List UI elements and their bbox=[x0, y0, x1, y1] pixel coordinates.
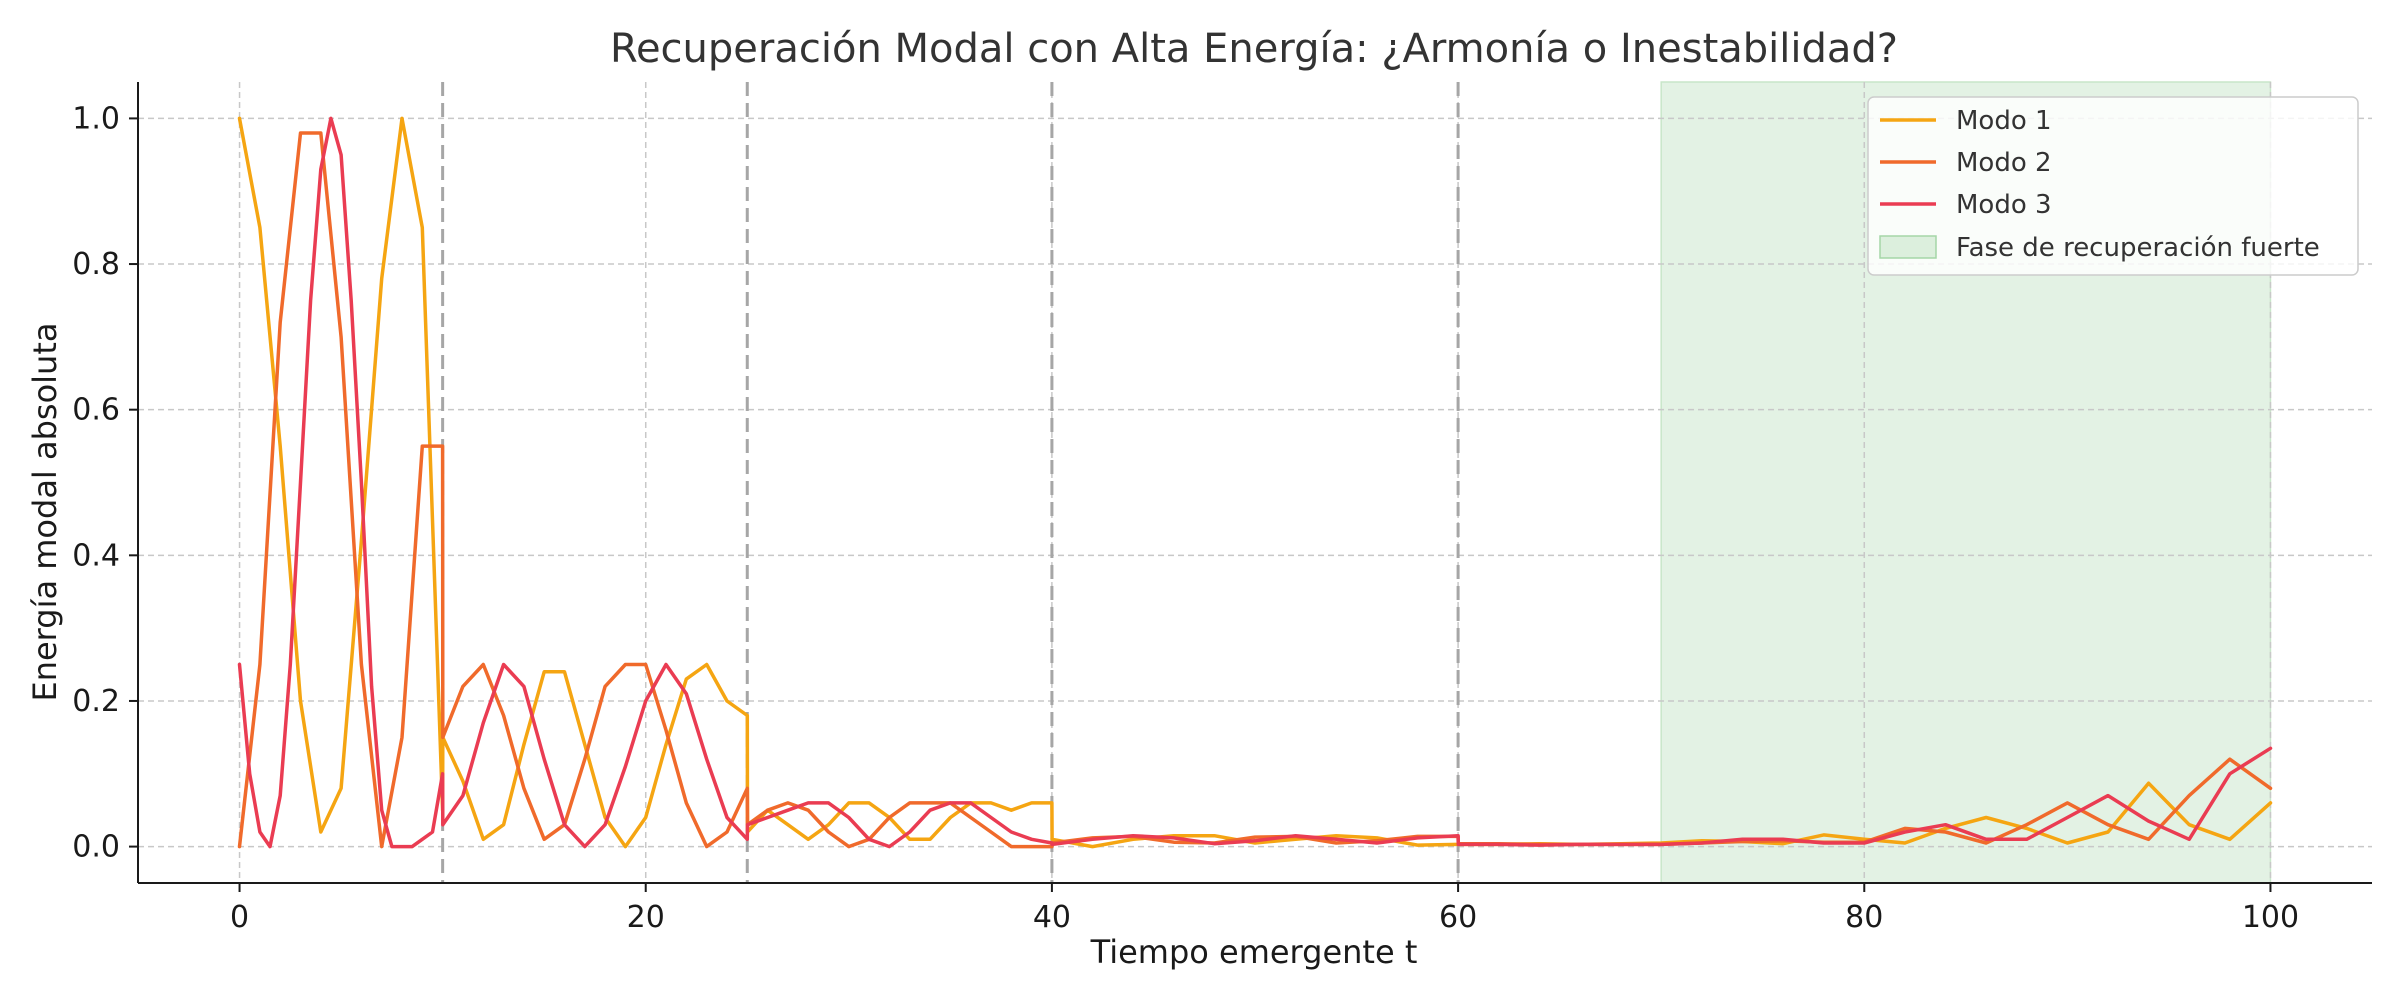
legend-box bbox=[1867, 96, 2359, 276]
x-tick-label: 40 bbox=[1033, 900, 1071, 935]
axes-layer bbox=[137, 82, 2372, 884]
series-line-3 bbox=[237, 116, 2273, 849]
y-tick-label: 0.8 bbox=[72, 247, 120, 282]
legend-label-2: Modo 2 bbox=[1956, 148, 2052, 178]
legend-label-3: Modo 3 bbox=[1956, 190, 2052, 220]
x-axis-label: Tiempo emergente t bbox=[1090, 933, 1418, 971]
x-tick-label: 100 bbox=[2242, 900, 2299, 935]
legend-swatch-band bbox=[1879, 235, 1937, 259]
x-tick-label: 80 bbox=[1845, 900, 1883, 935]
y-tick-label: 1.0 bbox=[72, 101, 120, 136]
y-tick-label: 0.4 bbox=[72, 538, 120, 573]
legend-label-band: Fase de recuperación fuerte bbox=[1956, 233, 2320, 263]
x-tick-label: 60 bbox=[1439, 900, 1477, 935]
y-axis-label: Energía modal absoluta bbox=[26, 323, 64, 702]
y-tick-label: 0.0 bbox=[72, 830, 120, 865]
legend-label-1: Modo 1 bbox=[1956, 106, 2052, 136]
y-tick-label: 0.2 bbox=[72, 684, 120, 719]
x-tick-label: 0 bbox=[230, 900, 249, 935]
series-line-1 bbox=[237, 116, 2273, 849]
tick-layer: 0 20 40 60 80 100 0.0 0.2 0.4 0.6 0.8 1.0 bbox=[72, 101, 2299, 935]
chart-title: Recuperación Modal con Alta Energía: ¿Ar… bbox=[610, 26, 1898, 72]
phase-layer bbox=[441, 82, 1460, 883]
legend: Modo 1 Modo 2 Modo 3 Fase de recuperación f… bbox=[1867, 96, 2359, 276]
series-layer bbox=[237, 116, 2273, 849]
y-tick-label: 0.6 bbox=[72, 393, 120, 428]
grid-layer bbox=[138, 82, 2372, 883]
x-tick-label: 20 bbox=[627, 900, 665, 935]
